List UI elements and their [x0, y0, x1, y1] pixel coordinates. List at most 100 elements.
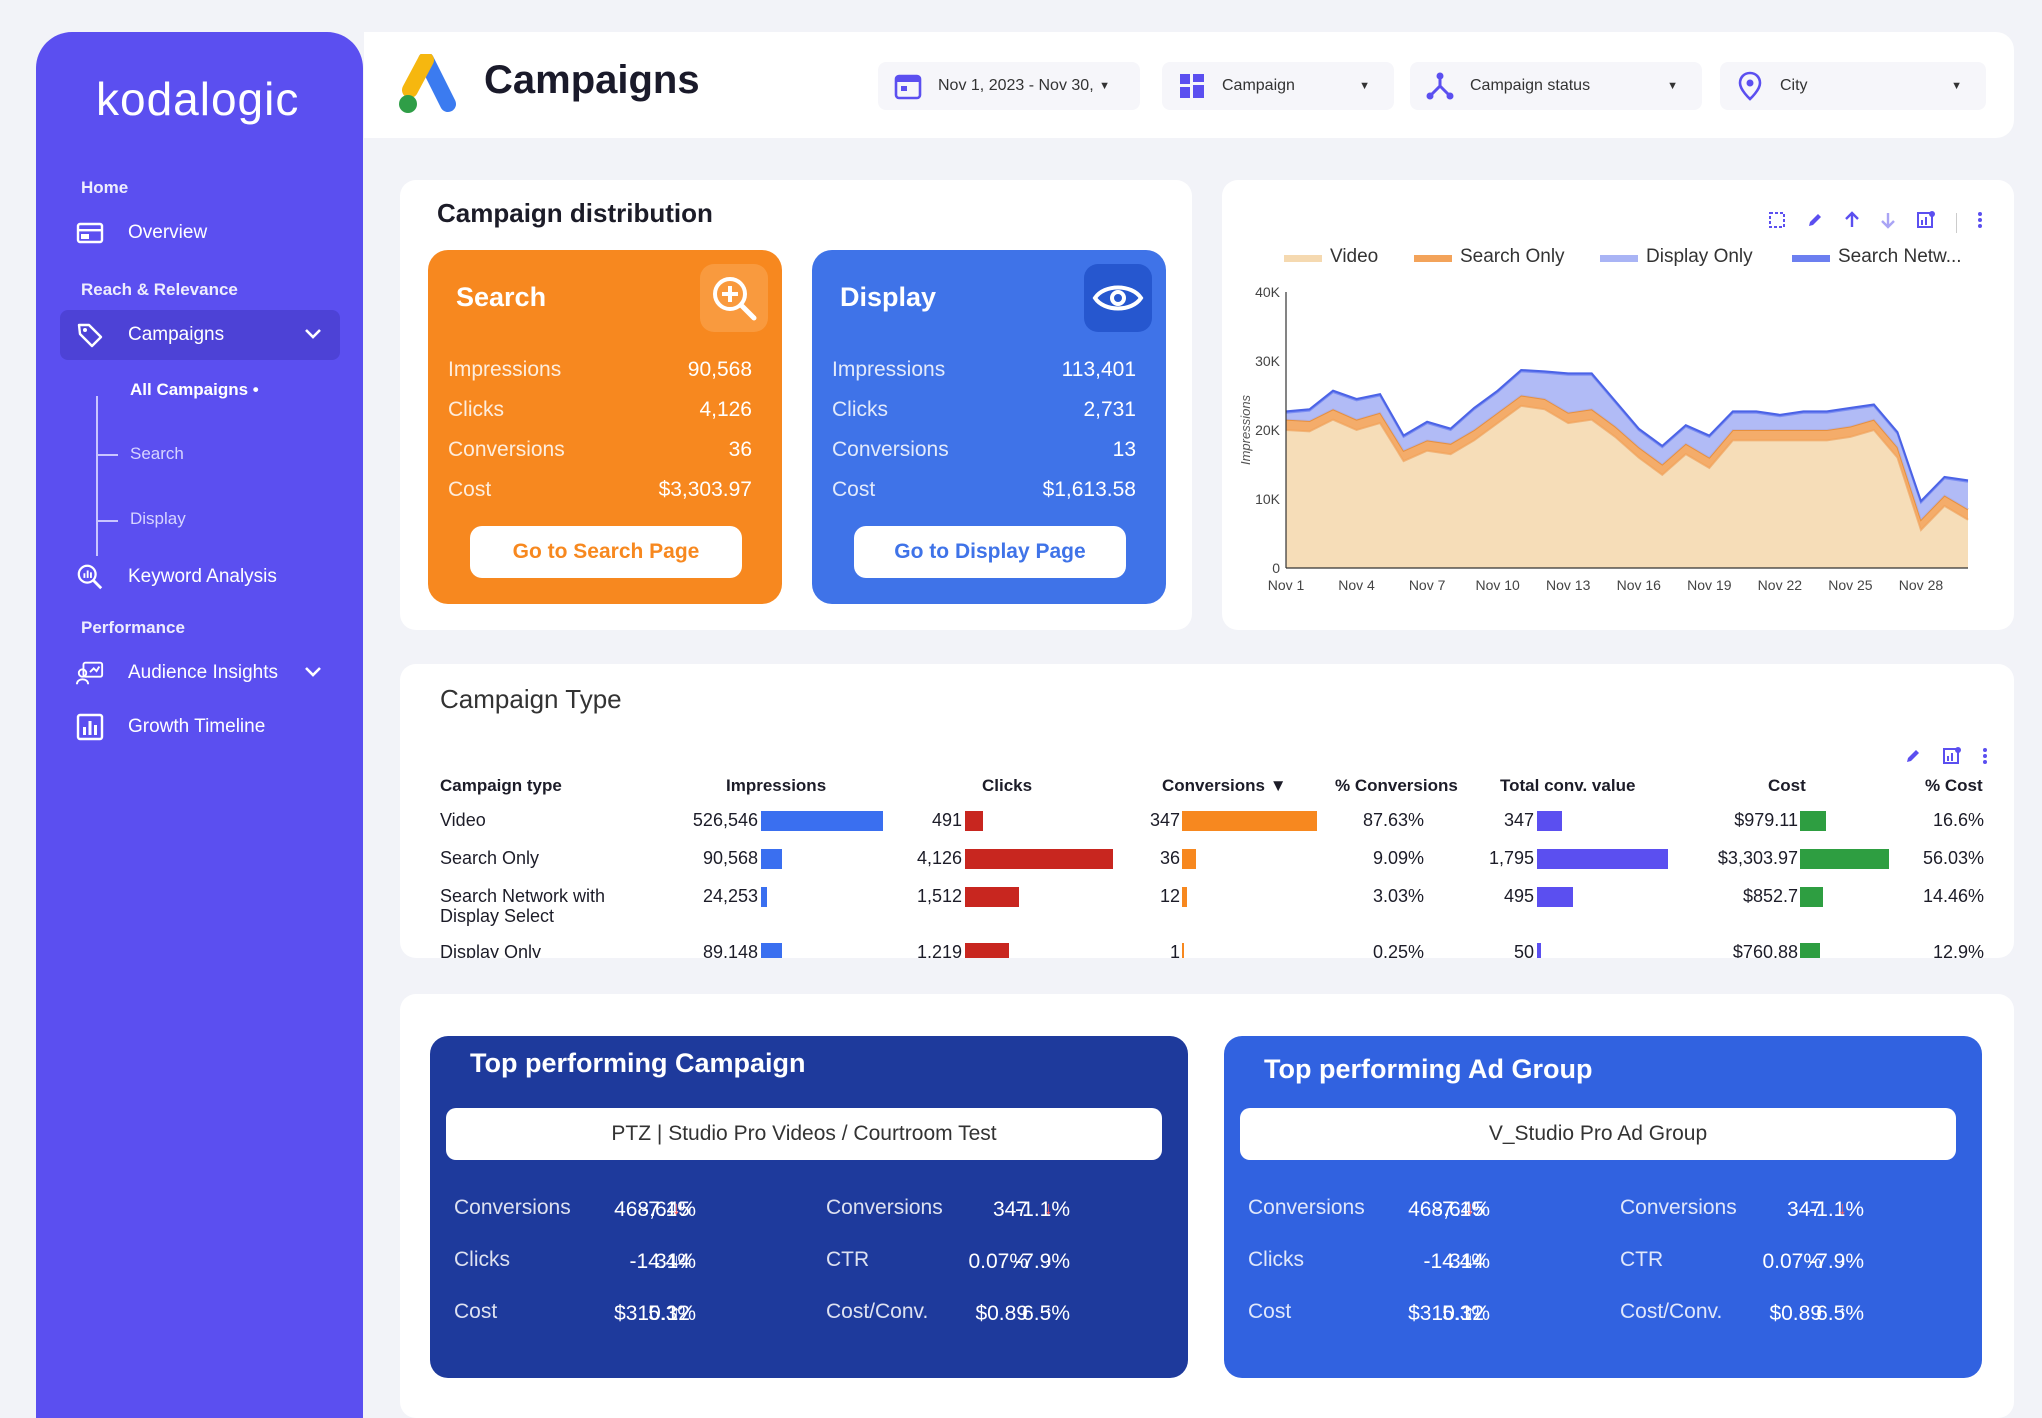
- bar-chart-icon: [60, 713, 104, 741]
- conversions-cell: 347: [1149, 810, 1180, 830]
- impressions-bar: [761, 887, 767, 907]
- chevron-down-icon[interactable]: [304, 662, 322, 684]
- conv-value-cell: 495: [1503, 886, 1534, 906]
- dropdown-caret-icon: ▼: [1099, 80, 1110, 92]
- x-tick-label: Nov 16: [1617, 577, 1662, 593]
- nav-item-keyword-analysis[interactable]: Keyword Analysis: [60, 552, 340, 602]
- conv-value-cell: 1,795: [1488, 848, 1534, 868]
- nav-item-campaigns[interactable]: Campaigns: [60, 310, 340, 360]
- arrow-up-icon[interactable]: [1844, 211, 1860, 234]
- conversions-cell: 36: [1159, 848, 1180, 868]
- nav-item-audience-insights[interactable]: Audience Insights: [60, 648, 340, 698]
- x-tick-label: Nov 1: [1268, 577, 1305, 593]
- display-cost-row: Cost $1,613.58: [832, 478, 1136, 501]
- clicks-cell: 4,126: [916, 848, 962, 868]
- table-header-1[interactable]: Impressions: [726, 776, 827, 795]
- metric-delta: 6.5%: [1816, 1302, 1864, 1325]
- top-performing-campaign-panel: Top performing Campaign PTZ | Studio Pro…: [430, 1036, 1188, 1378]
- table-header-2[interactable]: Clicks: [982, 776, 1033, 795]
- pct-cost-cell: 12.9%: [1932, 942, 1984, 962]
- conv-value-bar: [1537, 943, 1541, 963]
- metric-delta: -14.4%: [1423, 1250, 1490, 1273]
- table-header-7[interactable]: % Cost: [1925, 776, 1983, 795]
- x-tick-label: Nov 28: [1899, 577, 1944, 593]
- location-pin-icon: [1720, 71, 1780, 101]
- table-header-3[interactable]: Conversions ▼: [1162, 776, 1287, 795]
- cost-cell: $852.7: [1742, 886, 1798, 906]
- nav-item-overview[interactable]: Overview: [60, 208, 340, 258]
- table-header-0[interactable]: Campaign type: [440, 776, 562, 795]
- metric-value: 347: [992, 1198, 1028, 1221]
- metric-value: $310.12: [614, 1302, 690, 1325]
- nav-item-growth-timeline[interactable]: Growth Timeline: [60, 702, 340, 752]
- top-adgroup-name[interactable]: V_Studio Pro Ad Group: [1240, 1108, 1956, 1160]
- trend-arrow-icon: ↓: [672, 1250, 681, 1270]
- clicks-bar: [965, 887, 1020, 907]
- chart-settings-icon[interactable]: [1942, 746, 1962, 771]
- dropdown-caret-icon: ▼: [1667, 80, 1678, 92]
- y-tick-label: 10K: [1255, 491, 1281, 507]
- legend-swatch: [1414, 255, 1452, 262]
- search-impressions-row: Impressions 90,568: [448, 358, 752, 381]
- arrow-down-icon[interactable]: [1880, 211, 1896, 234]
- nav-subitem-display[interactable]: Display: [130, 509, 186, 528]
- y-axis-label: Impressions: [1238, 394, 1253, 465]
- clicks-bar: [965, 811, 983, 831]
- campaign-distribution-card: Campaign distribution Search Impressions…: [400, 180, 1192, 630]
- table-header-4[interactable]: % Conversions: [1335, 776, 1458, 795]
- metric-label: Cost: [454, 1300, 498, 1323]
- campaign-status-filter[interactable]: Campaign status ▼: [1410, 62, 1702, 110]
- campaign-type-cell: Search Only: [440, 848, 540, 868]
- top-campaign-name[interactable]: PTZ | Studio Pro Videos / Courtroom Test: [446, 1108, 1162, 1160]
- table-header-6[interactable]: Cost: [1768, 776, 1806, 795]
- go-to-search-page-button[interactable]: Go to Search Page: [470, 526, 742, 578]
- edit-pencil-icon[interactable]: [1806, 211, 1824, 234]
- metric-value: 314: [1448, 1250, 1484, 1273]
- impressions-bar: [761, 849, 782, 869]
- legend-swatch: [1600, 255, 1638, 262]
- campaign-type-title: Campaign Type: [440, 684, 622, 714]
- metric-delta: 5.3%: [1442, 1302, 1490, 1325]
- date-range-filter[interactable]: Nov 1, 2023 - Nov 30, ▼: [878, 62, 1140, 110]
- magnifier-chart-icon: [60, 562, 104, 592]
- conversions-bar: [1182, 887, 1187, 907]
- x-tick-label: Nov 10: [1475, 577, 1520, 593]
- top-campaign-title: Top performing Campaign: [470, 1048, 806, 1078]
- search-kpi-title: Search: [456, 282, 547, 312]
- table-toolbar: [1904, 746, 1988, 771]
- impressions-cell: 24,253: [702, 886, 758, 906]
- metric-label: Conversions: [454, 1196, 571, 1219]
- nav-subitem-search[interactable]: Search: [130, 444, 184, 463]
- table-header-5[interactable]: Total conv. value: [1500, 776, 1636, 795]
- cost-cell: $979.11: [1734, 810, 1798, 830]
- city-filter[interactable]: City ▼: [1720, 62, 1986, 110]
- more-options-icon[interactable]: [1977, 211, 1983, 234]
- metric-delta: -7.9%: [1015, 1250, 1070, 1273]
- trend-arrow-icon: ↓: [1466, 1250, 1475, 1270]
- page-header: Campaigns Nov 1, 2023 - Nov 30, ▼ Campai…: [364, 32, 2014, 138]
- campaign-filter[interactable]: Campaign ▼: [1162, 62, 1394, 110]
- metric-value: 0.07%: [968, 1250, 1028, 1273]
- nav-subitem-all-campaigns[interactable]: All Campaigns •: [130, 380, 259, 399]
- sidebar: kodalogic Home Overview Reach & Relevanc…: [36, 32, 363, 1418]
- nav-tree-tick: [96, 520, 118, 522]
- more-options-icon[interactable]: [1982, 747, 1988, 770]
- impressions-cell: 90,568: [702, 848, 758, 868]
- legend-swatch: [1792, 255, 1830, 262]
- chart-settings-icon[interactable]: [1916, 210, 1936, 235]
- chevron-down-icon[interactable]: [304, 324, 322, 346]
- nav-item-audience-label: Audience Insights: [128, 662, 278, 683]
- display-kpi-card: Display Impressions 113,401 Clicks 2,731 C…: [812, 250, 1166, 604]
- nav-item-campaigns-label: Campaigns: [128, 324, 225, 345]
- edit-pencil-icon[interactable]: [1904, 747, 1922, 770]
- audience-icon: [60, 659, 104, 687]
- metric-delta: -7.9%: [1809, 1250, 1864, 1273]
- pct-conversions-cell: 0.25%: [1372, 942, 1424, 962]
- eye-icon: [1084, 264, 1152, 332]
- metric-value: 468,645: [614, 1198, 690, 1221]
- conv-value-bar: [1537, 849, 1668, 869]
- go-to-display-page-button[interactable]: Go to Display Page: [854, 526, 1126, 578]
- select-icon[interactable]: [1768, 211, 1786, 234]
- brand-logo[interactable]: kodalogic: [96, 73, 300, 125]
- cost-cell: $3,303.97: [1717, 848, 1798, 868]
